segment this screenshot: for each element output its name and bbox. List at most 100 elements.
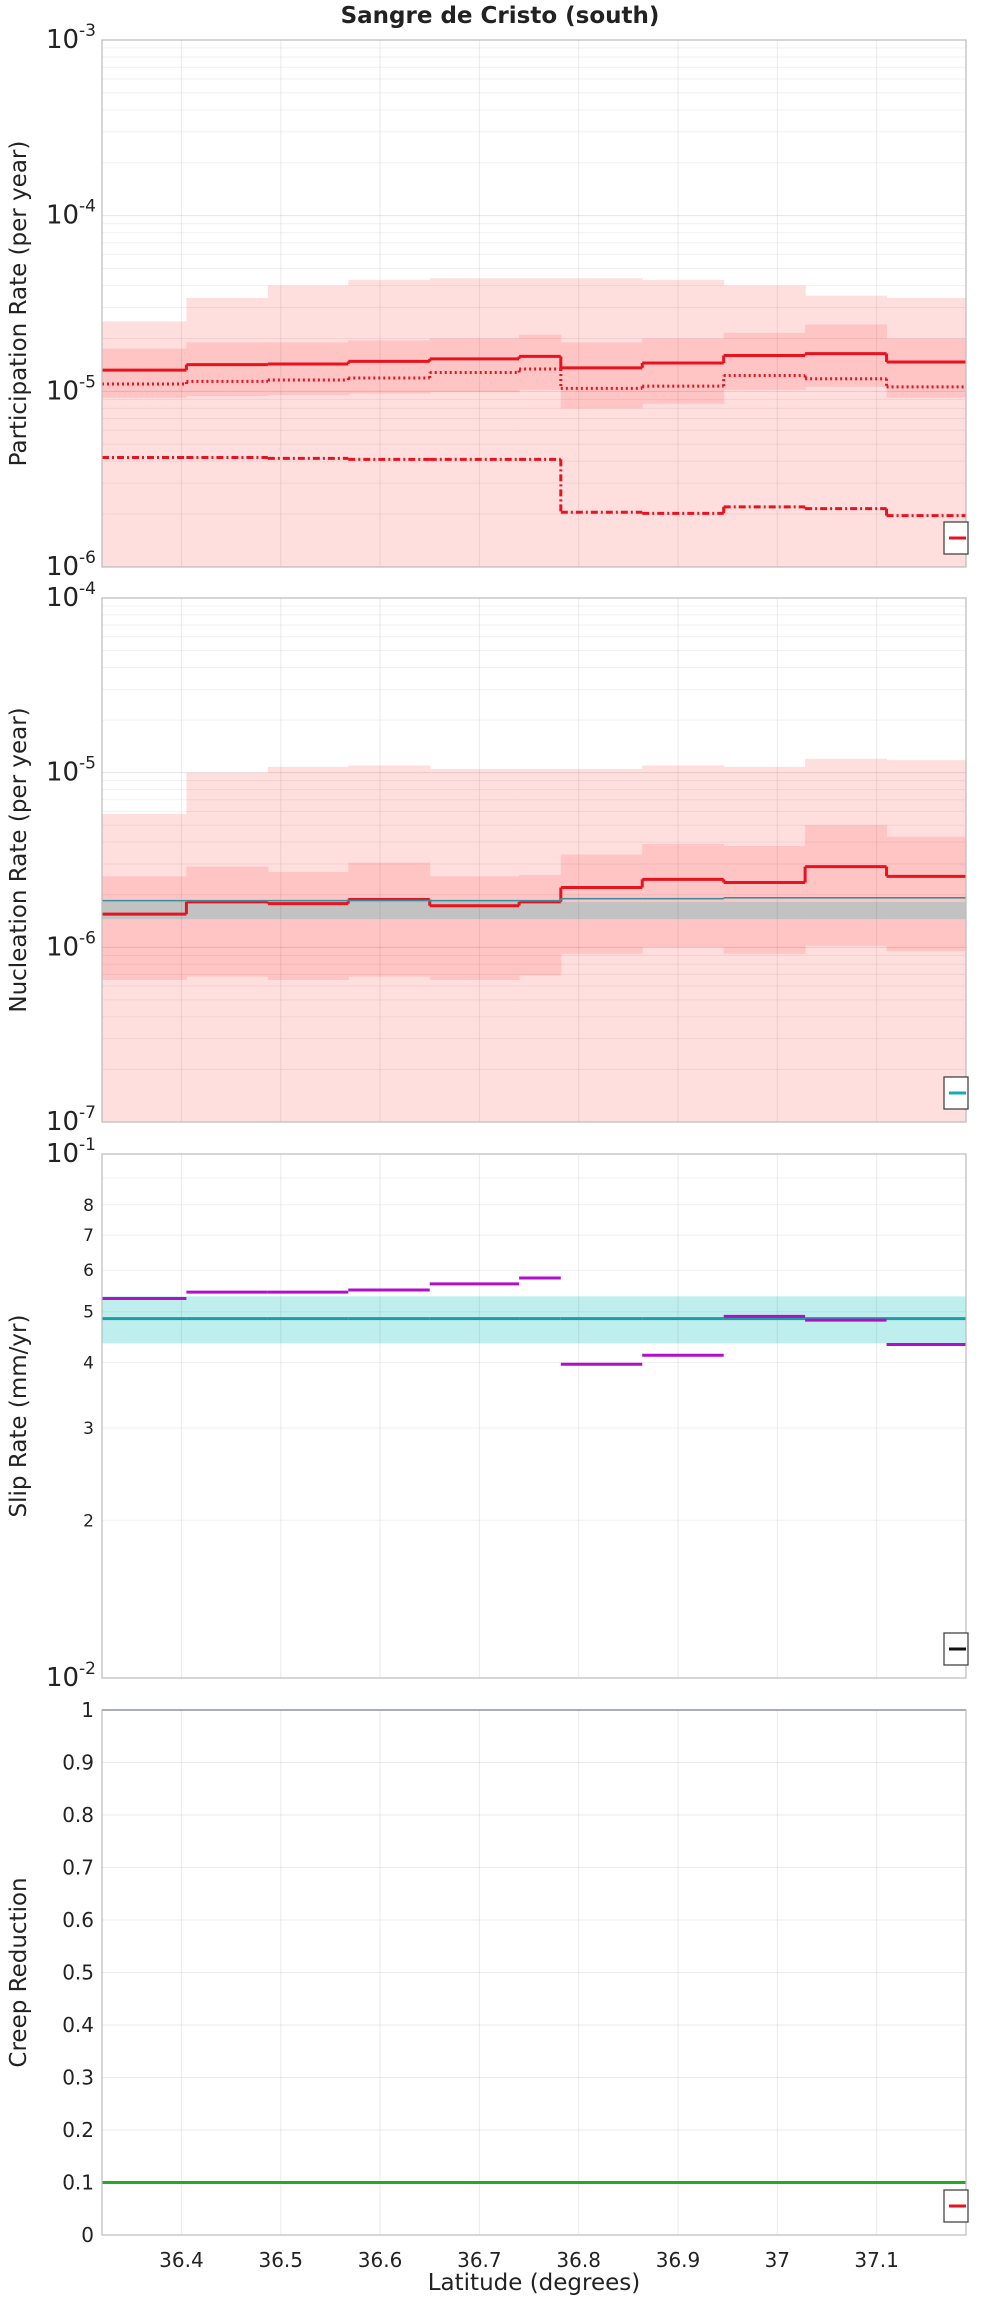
y-tick-exponent: -2 xyxy=(79,1659,96,1679)
y-tick-base: 10 xyxy=(46,25,79,55)
y-tick-label-7: 0.7 xyxy=(62,1856,94,1880)
y-tick-label-3: 10-3 xyxy=(46,21,96,55)
axes-frame xyxy=(101,39,967,568)
uncertainty-band-0-bin-6 xyxy=(560,278,643,567)
uncertainty-band-2-bin-8 xyxy=(723,901,806,920)
uncertainty-band-0-bin-3 xyxy=(348,280,431,567)
x-axis-label: Latitude (degrees) xyxy=(428,2270,641,2296)
plot-area xyxy=(102,1154,966,1678)
x-tick-label-5: 36.9 xyxy=(656,2248,701,2272)
uncertainty-band-2-bin-3 xyxy=(348,901,431,920)
y-tick-label-2: 10-5 xyxy=(46,754,96,788)
y-tick-exponent: -3 xyxy=(79,21,96,41)
figure-title: Sangre de Cristo (south) xyxy=(341,3,660,29)
y-tick-exponent: -6 xyxy=(79,548,96,568)
y-tick-exponent: -5 xyxy=(79,372,96,392)
uncertainty-band-1-bin-0 xyxy=(102,876,187,981)
y-tick-label-1: 10-6 xyxy=(46,928,96,962)
x-tick-label-3: 36.7 xyxy=(457,2248,502,2272)
uncertainty-band-1-bin-3 xyxy=(348,340,431,394)
y-tick-label-0: 0 xyxy=(81,2223,94,2247)
y-tick-base: 10 xyxy=(46,932,79,962)
uncertainty-band-2-bin-5 xyxy=(519,901,562,920)
uncertainty-band-0-bin-2 xyxy=(267,285,349,567)
uncertainty-band-2-bin-10 xyxy=(886,901,967,920)
y-tick-label-3: 10-4 xyxy=(46,579,96,613)
uncertainty-band-1-bin-5 xyxy=(519,334,562,390)
y-axis-label: Participation Rate (per year) xyxy=(6,141,32,467)
y-tick-label-10: 1 xyxy=(81,1698,94,1722)
uncertainty-band-2-bin-2 xyxy=(267,901,349,920)
axes-frame xyxy=(101,597,967,1123)
uncertainty-band-1-bin-9 xyxy=(805,324,888,387)
uncertainty-band-2-bin-6 xyxy=(560,901,643,920)
y-minor-tick-label-4: 6 xyxy=(83,1261,94,1281)
y-tick-base: 10 xyxy=(46,552,79,582)
y-tick-base: 10 xyxy=(46,758,79,788)
uncertainty-band-1-bin-2 xyxy=(267,871,349,981)
uncertainty-band-1-bin-1 xyxy=(186,866,269,977)
y-tick-base: 10 xyxy=(46,201,79,231)
y-tick-base: 10 xyxy=(46,1139,79,1169)
y-tick-label-3: 0.3 xyxy=(62,2066,94,2090)
y-minor-tick-label-2: 4 xyxy=(83,1354,94,1374)
y-tick-label-5: 0.5 xyxy=(62,1961,94,1985)
y-tick-exponent: -7 xyxy=(79,1103,96,1123)
y-minor-tick-label-0: 2 xyxy=(83,1511,94,1531)
y-tick-base: 10 xyxy=(46,1107,79,1137)
x-tick-label-2: 36.6 xyxy=(358,2248,403,2272)
axes-frame xyxy=(101,1153,967,1679)
y-tick-exponent: -5 xyxy=(79,754,96,774)
axes-frame xyxy=(101,1709,967,2236)
y-tick-label-4: 0.4 xyxy=(62,2013,94,2037)
uncertainty-band-1-bin-6 xyxy=(560,342,643,409)
y-tick-label-0: 10-2 xyxy=(46,1659,96,1693)
uncertainty-band-0-bin-8 xyxy=(723,285,806,567)
y-tick-label-1: 10-1 xyxy=(46,1135,96,1169)
uncertainty-band-0-bin-4 xyxy=(429,278,520,567)
uncertainty-band-1-bin-4 xyxy=(429,876,520,981)
y-tick-label-2: 0.2 xyxy=(62,2118,94,2142)
y-tick-base: 10 xyxy=(46,376,79,406)
uncertainty-band-1-bin-10 xyxy=(886,338,967,398)
x-tick-label-0: 36.4 xyxy=(159,2248,204,2272)
y-tick-label-0: 10-7 xyxy=(46,1103,96,1137)
uncertainty-band-2-bin-0 xyxy=(102,901,187,920)
uncertainty-band-2-bin-7 xyxy=(642,901,725,920)
x-tick-label-1: 36.5 xyxy=(258,2248,303,2272)
x-tick-label-7: 37.1 xyxy=(854,2248,899,2272)
uncertainty-band-1-bin-8 xyxy=(723,332,806,390)
y-axis-label: Creep Reduction xyxy=(6,1877,32,2067)
uncertainty-band-1-bin-3 xyxy=(348,862,431,977)
uncertainty-band-1-bin-7 xyxy=(642,844,725,948)
uncertainty-band-1-bin-9 xyxy=(805,825,888,946)
uncertainty-band-1-bin-8 xyxy=(723,846,806,954)
y-tick-base: 10 xyxy=(46,583,79,613)
y-axis-label: Slip Rate (mm/yr) xyxy=(6,1315,32,1518)
uncertainty-band-0-bin-7 xyxy=(642,280,725,567)
uncertainty-band-2-bin-1 xyxy=(186,901,269,920)
uncertainty-band-0-bin-5 xyxy=(519,278,562,567)
y-tick-label-2: 10-4 xyxy=(46,197,96,231)
y-tick-label-0: 10-6 xyxy=(46,548,96,582)
y-tick-label-9: 0.9 xyxy=(62,1751,94,1775)
y-tick-label-8: 0.8 xyxy=(62,1803,94,1827)
y-tick-label-6: 0.6 xyxy=(62,1908,94,1932)
x-tick-label-4: 36.8 xyxy=(556,2248,601,2272)
uncertainty-band-2-bin-9 xyxy=(805,901,888,920)
x-tick-label-6: 37 xyxy=(765,2248,790,2272)
uncertainty-band-1-bin-5 xyxy=(519,874,562,976)
y-minor-tick-label-6: 8 xyxy=(83,1196,94,1216)
y-minor-tick-label-5: 7 xyxy=(83,1226,94,1246)
y-tick-exponent: -4 xyxy=(79,579,96,599)
y-tick-exponent: -1 xyxy=(79,1135,96,1155)
panel-creep: 0 0.1 0.2 0.3 0.4 0.5 0.6 0.7 0.8 0.9 1 Creep Reduc… xyxy=(6,1698,969,2272)
y-tick-label-1: 0.1 xyxy=(62,2171,94,2195)
uncertainty-band-1-bin-2 xyxy=(267,342,349,396)
y-minor-tick-label-1: 3 xyxy=(83,1419,94,1439)
y-tick-exponent: -6 xyxy=(79,928,96,948)
uncertainty-band-1-bin-1 xyxy=(186,342,269,397)
